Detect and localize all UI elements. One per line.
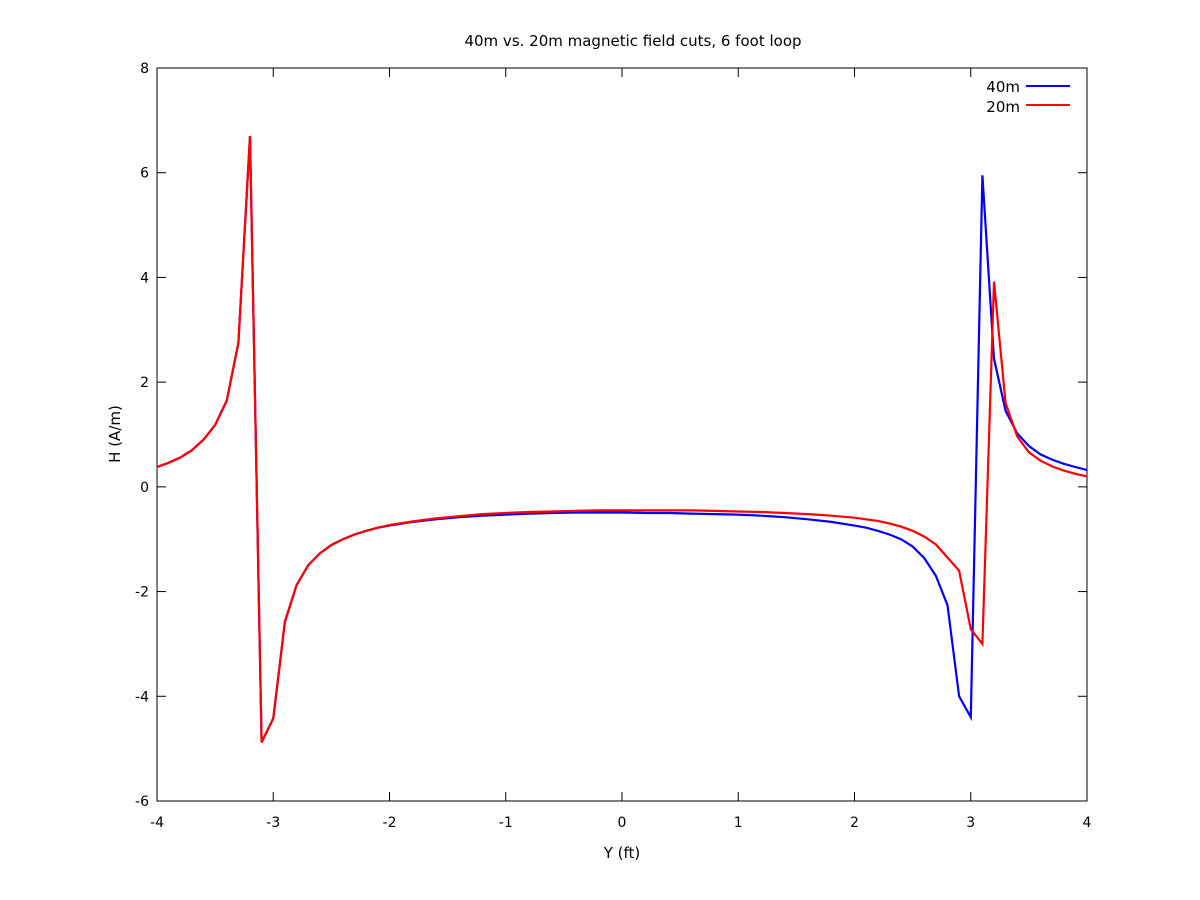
y-tick-label: 0 <box>140 480 149 496</box>
x-tick-label: -2 <box>383 815 397 831</box>
x-tick-label: 1 <box>734 815 743 831</box>
y-tick-label: -6 <box>135 794 149 810</box>
x-tick-label: 2 <box>850 815 859 831</box>
y-tick-label: 8 <box>140 61 149 77</box>
x-tick-label: -4 <box>150 815 164 831</box>
legend-label-20m: 20m <box>986 98 1020 116</box>
legend-label-40m: 40m <box>986 78 1020 96</box>
y-tick-label: 4 <box>140 270 149 286</box>
plot-frame <box>156 67 1088 802</box>
x-axis: -4 -3 -2 -1 0 1 2 3 4 <box>150 68 1092 831</box>
y-axis-label: H (A/m) <box>106 405 124 463</box>
x-tick-label: 4 <box>1083 815 1092 831</box>
x-tick-label: -1 <box>499 815 513 831</box>
x-tick-label: 3 <box>966 815 975 831</box>
chart-title: 40m vs. 20m magnetic field cuts, 6 foot … <box>464 32 801 50</box>
x-axis-label: Y (ft) <box>603 844 641 862</box>
y-tick-label: 2 <box>140 375 149 391</box>
x-tick-label: 0 <box>618 815 627 831</box>
series-line-20m <box>156 136 1088 743</box>
legend: 40m 20m <box>986 78 1070 116</box>
y-tick-label: -2 <box>135 585 149 601</box>
x-tick-label: -3 <box>266 815 280 831</box>
y-axis: -6 -4 -2 0 2 4 6 8 <box>135 61 1087 810</box>
y-tick-label: 6 <box>140 166 149 182</box>
series-line-40m <box>156 136 1088 743</box>
series-layer <box>156 136 1088 743</box>
y-tick-label: -4 <box>135 689 149 705</box>
